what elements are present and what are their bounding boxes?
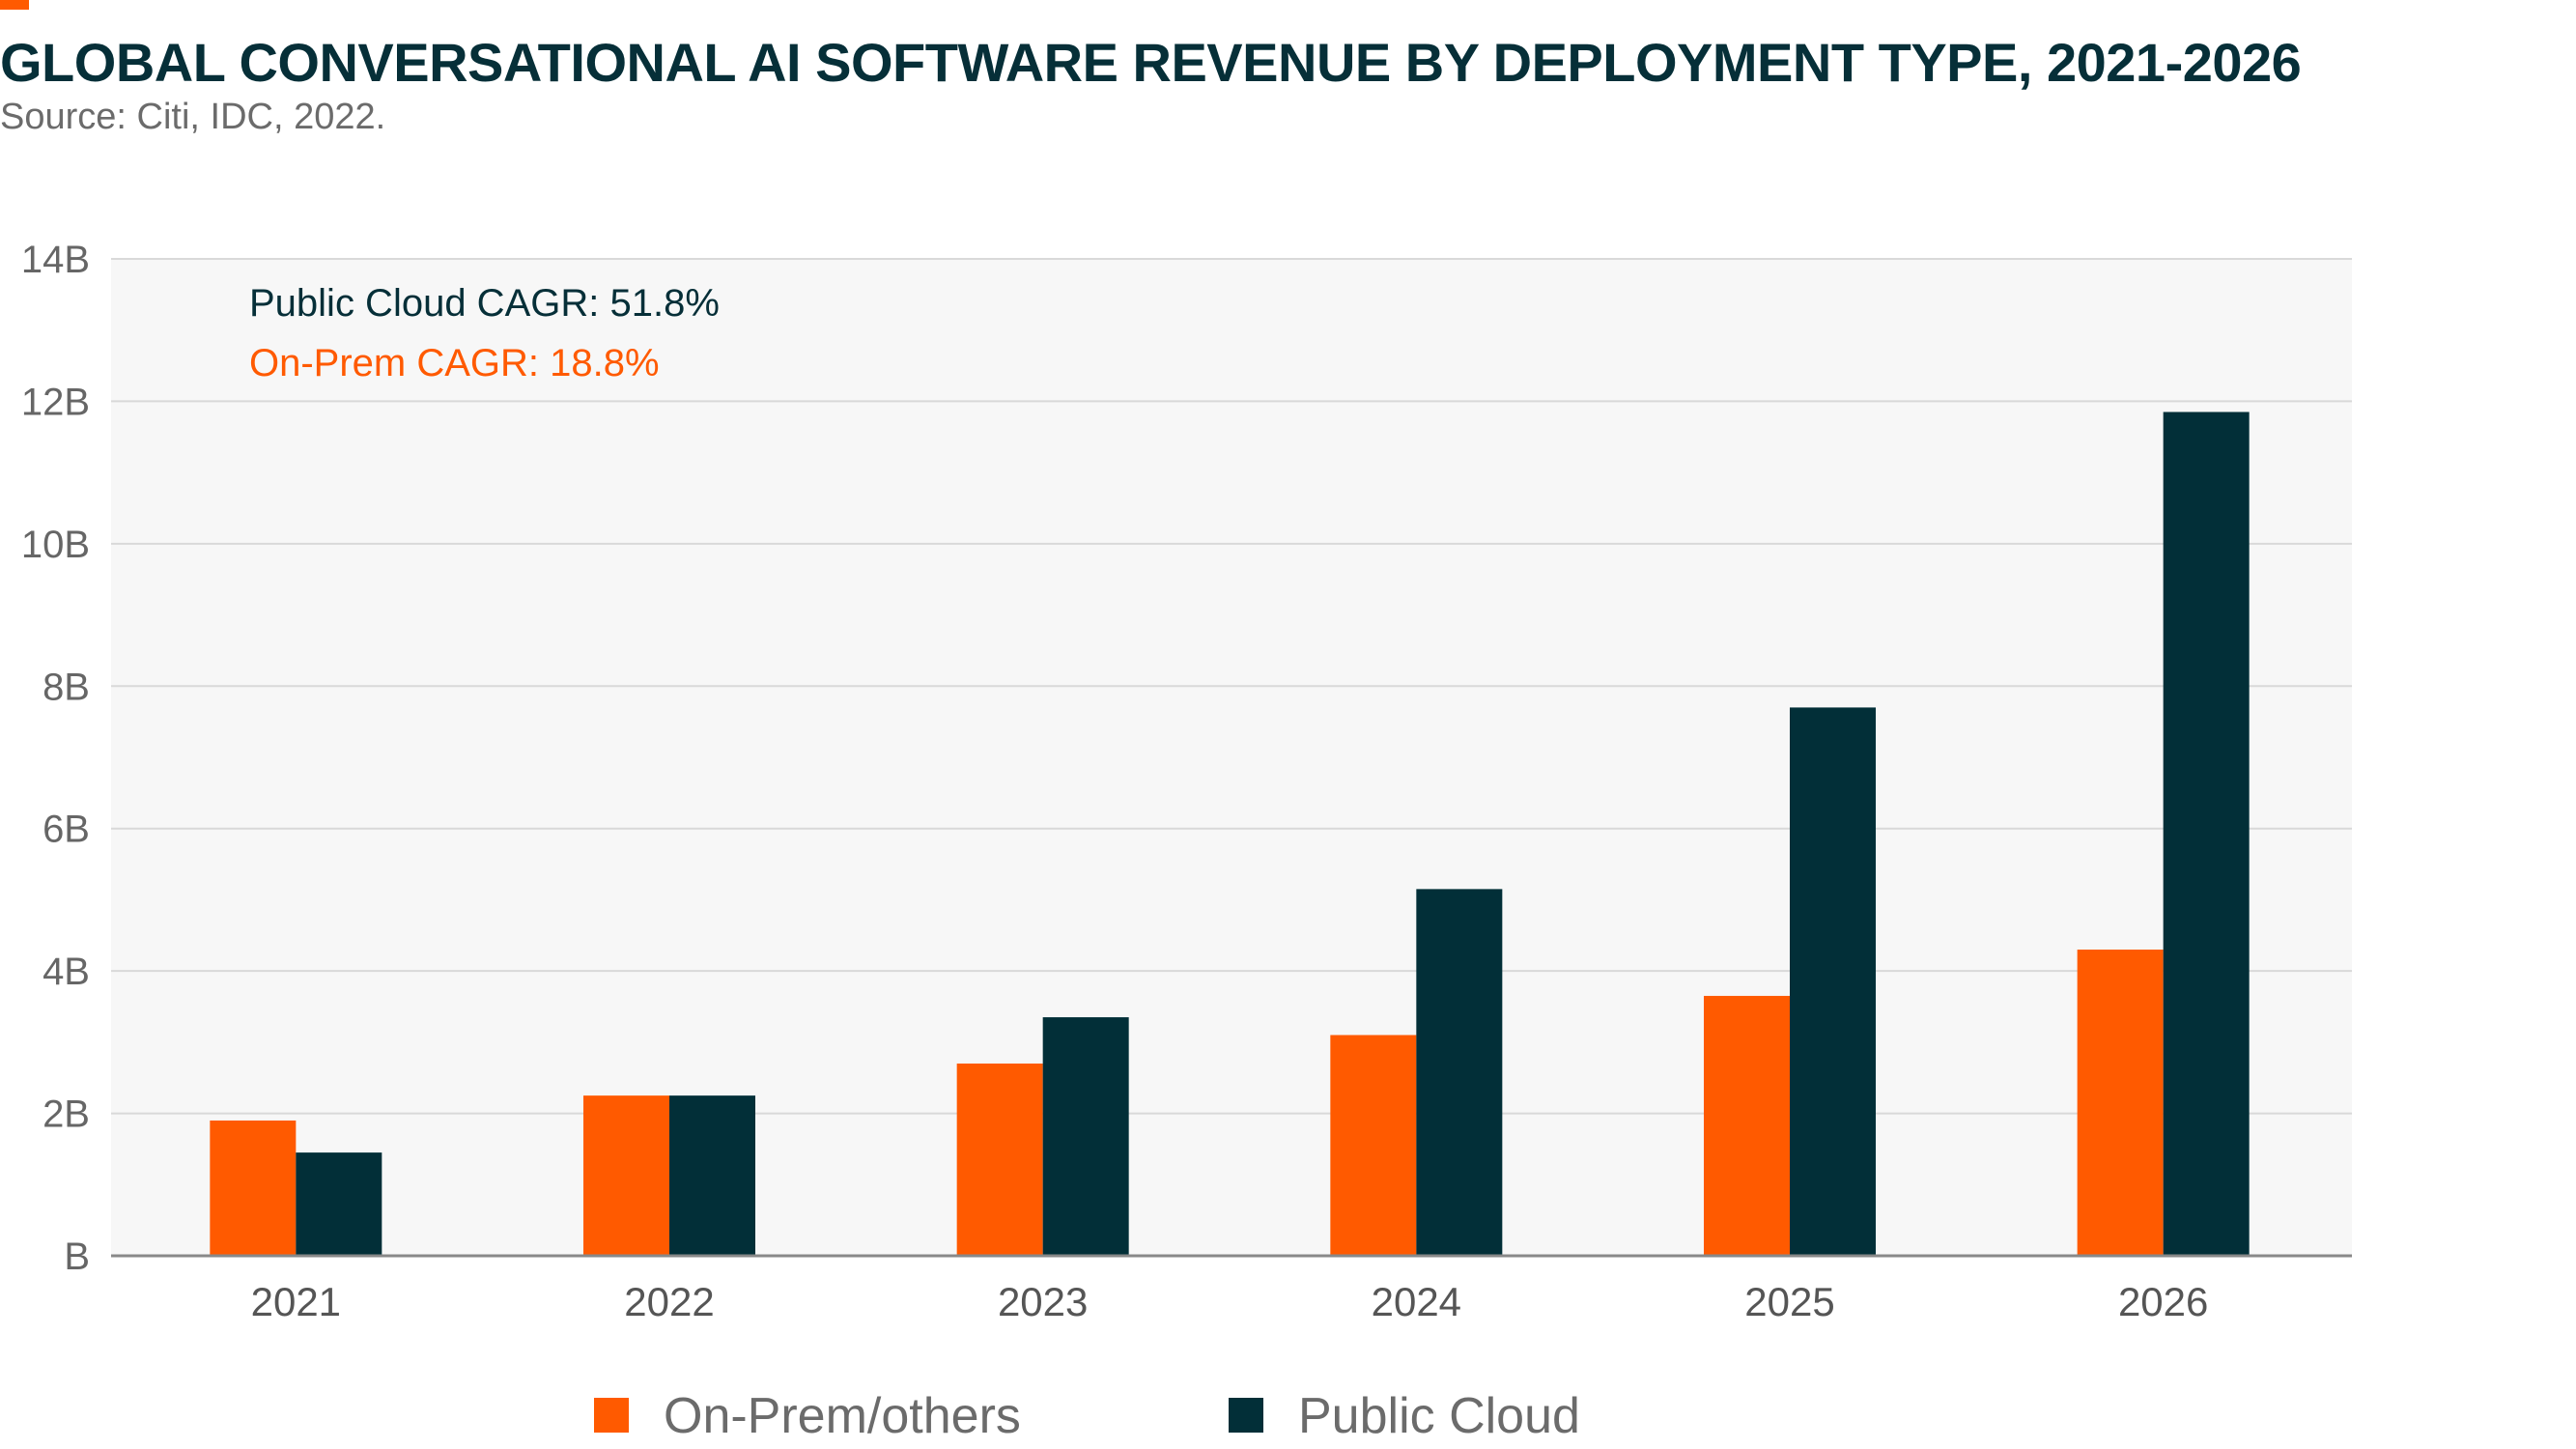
public-cloud-legend-swatch	[1229, 1398, 1263, 1433]
bars	[210, 412, 2250, 1256]
public-cloud-bar-2023	[1042, 1017, 1129, 1256]
x-tick-label: 2022	[624, 1279, 714, 1324]
y-tick-label: 10B	[21, 524, 90, 566]
on-prem-bar-2023	[956, 1063, 1043, 1256]
y-tick-label: 8B	[42, 666, 90, 708]
legend: On-Prem/others Public Cloud	[594, 1388, 1580, 1444]
y-tick-label: B	[64, 1236, 90, 1278]
plot-background	[111, 259, 2352, 1256]
chart-source: Source: Citi, IDC, 2022.	[0, 97, 386, 137]
accent-bar	[0, 0, 29, 10]
y-axis-ticks: B 2B 4B 6B 8B 10B 12B 14B	[21, 239, 90, 1278]
on-prem-legend-swatch	[594, 1398, 629, 1433]
gridlines	[111, 258, 2352, 1115]
x-tick-label: 2026	[2118, 1279, 2208, 1324]
public-cloud-legend-label: Public Cloud	[1298, 1388, 1580, 1444]
on-prem-bar-2022	[583, 1095, 669, 1256]
x-tick-label: 2023	[998, 1279, 1088, 1324]
public-cloud-bar-2022	[669, 1095, 755, 1256]
on-prem-bar-2021	[210, 1120, 297, 1256]
y-tick-label: 14B	[21, 239, 90, 281]
on-prem-cagr-annotation: On-Prem CAGR: 18.8%	[249, 342, 660, 384]
x-tick-label: 2024	[1372, 1279, 1461, 1324]
on-prem-bar-2025	[1704, 995, 1790, 1256]
y-tick-label: 2B	[42, 1094, 90, 1136]
y-tick-label: 4B	[42, 951, 90, 993]
public-cloud-bar-2025	[1790, 707, 1876, 1256]
x-tick-label: 2025	[1744, 1279, 1834, 1324]
public-cloud-bar-2024	[1416, 889, 1503, 1256]
public-cloud-cagr-annotation: Public Cloud CAGR: 51.8%	[249, 282, 720, 325]
public-cloud-bar-2026	[2163, 412, 2250, 1256]
y-tick-label: 6B	[42, 809, 90, 851]
x-tick-label: 2021	[251, 1279, 341, 1324]
public-cloud-bar-2021	[296, 1152, 382, 1256]
y-tick-label: 12B	[21, 381, 90, 423]
x-axis-ticks: 2021 2022 2023 2024 2025 2026	[251, 1279, 2209, 1324]
on-prem-bar-2026	[2077, 950, 2164, 1256]
on-prem-legend-label: On-Prem/others	[664, 1388, 1021, 1444]
chart-title: GLOBAL CONVERSATIONAL AI SOFTWARE REVENU…	[0, 32, 2302, 93]
on-prem-bar-2024	[1330, 1035, 1417, 1256]
